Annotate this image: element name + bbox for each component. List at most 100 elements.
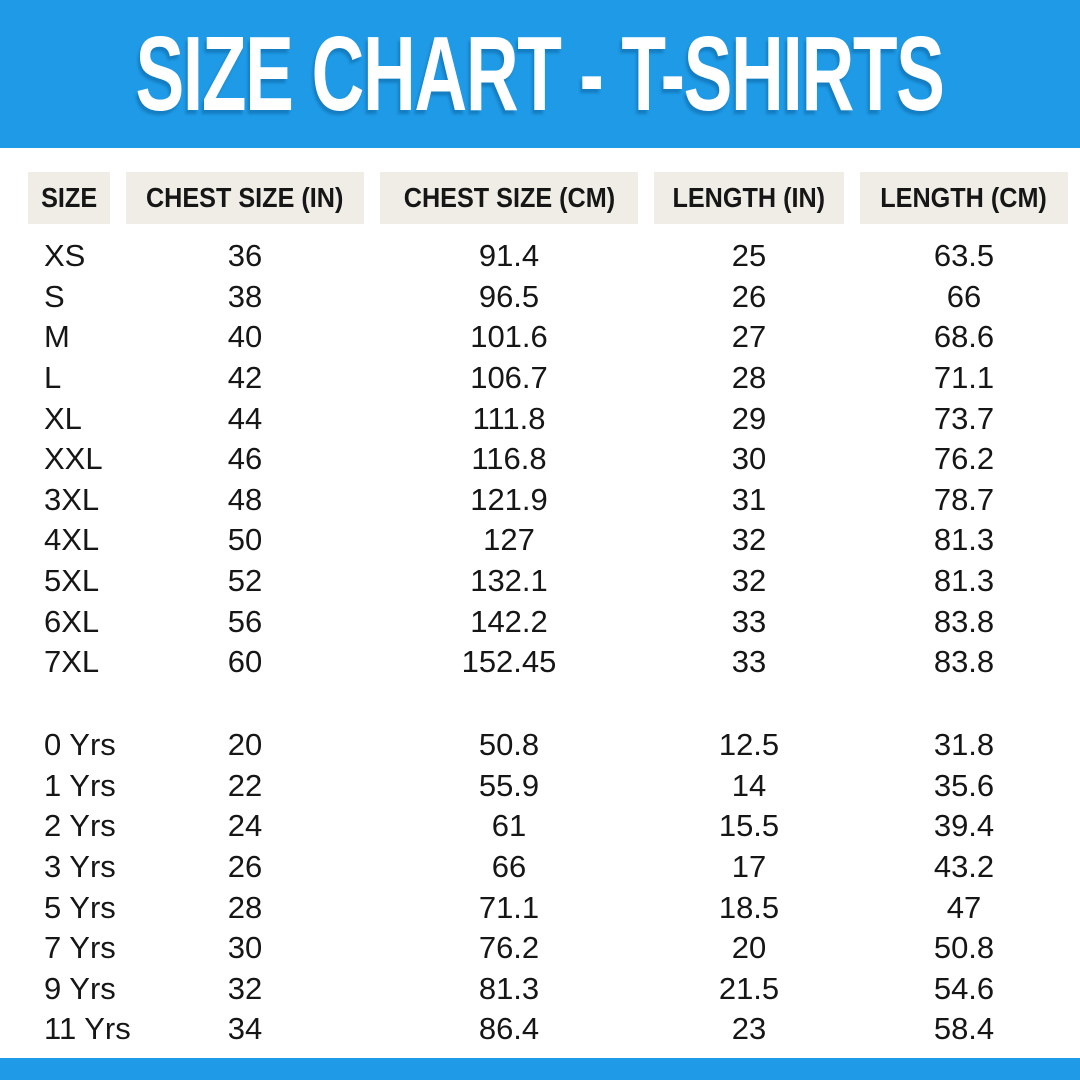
value-cell: 50.8: [933, 930, 995, 966]
value-cell: 55.9: [478, 767, 540, 803]
table-row: 0 Yrs 20 50.8 12.5 31.8: [0, 725, 1080, 766]
table-row: 3 Yrs 26 66 17 43.2: [0, 847, 1080, 888]
value-cell: 71.1: [478, 889, 540, 925]
value-cell: 63.5: [933, 238, 995, 274]
value-cell: 36: [227, 238, 263, 274]
value-cell: 20: [731, 930, 767, 966]
value-cell: 66: [946, 278, 982, 314]
value-cell: 34: [227, 1011, 263, 1047]
value-cell: 52: [227, 563, 263, 599]
footer-bar: [0, 1058, 1080, 1080]
value-cell: 17: [731, 849, 767, 885]
title-banner: SIZE CHART - T-SHIRTS: [0, 0, 1080, 148]
size-cell: 6XL: [44, 603, 100, 639]
value-cell: 30: [227, 930, 263, 966]
value-cell: 32: [731, 522, 767, 558]
value-cell: 40: [227, 319, 263, 355]
value-cell: 116.8: [471, 441, 547, 477]
value-cell: 28: [731, 360, 767, 396]
value-cell: 71.1: [933, 360, 995, 396]
adult-sizes-section: XS 36 91.4 25 63.5 S 38 96.5 26 66 M 40 101.6 27 68.6 L…: [0, 236, 1080, 683]
value-cell: 50: [227, 522, 263, 558]
value-cell: 24: [227, 808, 263, 844]
table-row: 2 Yrs 24 61 15.5 39.4: [0, 806, 1080, 847]
value-cell: 32: [731, 563, 767, 599]
table-row: XXL 46 116.8 30 76.2: [0, 439, 1080, 480]
value-cell: 66: [491, 849, 527, 885]
value-cell: 83.8: [933, 644, 995, 680]
value-cell: 43.2: [933, 849, 995, 885]
value-cell: 27: [731, 319, 767, 355]
value-cell: 48: [227, 481, 263, 517]
value-cell: 25: [731, 238, 767, 274]
page-title: SIZE CHART - T-SHIRTS: [135, 14, 945, 133]
value-cell: 35.6: [933, 767, 995, 803]
table-row: S 38 96.5 26 66: [0, 277, 1080, 318]
column-header-size: SIZE: [28, 172, 110, 224]
value-cell: 121.9: [470, 481, 548, 517]
column-header-label: SIZE: [40, 182, 97, 213]
value-cell: 23: [731, 1011, 767, 1047]
value-cell: 50.8: [478, 727, 540, 763]
size-cell: S: [44, 278, 65, 314]
column-header-label: LENGTH (CM): [880, 182, 1048, 213]
value-cell: 83.8: [933, 603, 995, 639]
value-cell: 73.7: [933, 400, 995, 436]
value-cell: 26: [227, 849, 263, 885]
table-row: 9 Yrs 32 81.3 21.5 54.6: [0, 969, 1080, 1010]
value-cell: 22: [227, 767, 263, 803]
value-cell: 132.1: [470, 563, 548, 599]
size-cell: 1 Yrs: [44, 767, 116, 803]
value-cell: 29: [731, 400, 767, 436]
table-row: 11 Yrs 34 86.4 23 58.4: [0, 1009, 1080, 1050]
column-header-label: LENGTH (IN): [672, 182, 826, 213]
table-row: 1 Yrs 22 55.9 14 35.6: [0, 766, 1080, 807]
value-cell: 32: [227, 970, 263, 1006]
value-cell: 78.7: [933, 481, 995, 517]
value-cell: 46: [227, 441, 263, 477]
table-row: 7 Yrs 30 76.2 20 50.8: [0, 928, 1080, 969]
value-cell: 39.4: [933, 808, 995, 844]
table-header-row: SIZE CHEST SIZE (IN) CHEST SIZE (CM) LEN…: [0, 172, 1080, 224]
table-row: 7XL 60 152.45 33 83.8: [0, 642, 1080, 683]
value-cell: 12.5: [718, 727, 780, 763]
value-cell: 44: [227, 400, 263, 436]
value-cell: 31: [731, 481, 767, 517]
table-row: 4XL 50 127 32 81.3: [0, 520, 1080, 561]
size-cell: 5 Yrs: [44, 889, 116, 925]
size-cell: XL: [44, 400, 82, 436]
value-cell: 81.3: [933, 522, 995, 558]
table-row: M 40 101.6 27 68.6: [0, 317, 1080, 358]
size-cell: 4XL: [44, 522, 100, 558]
value-cell: 142.2: [470, 603, 548, 639]
table-row: XS 36 91.4 25 63.5: [0, 236, 1080, 277]
value-cell: 106.7: [470, 360, 548, 396]
size-cell: 11 Yrs: [44, 1011, 131, 1047]
size-cell: M: [44, 319, 70, 355]
value-cell: 101.6: [470, 319, 548, 355]
size-cell: 7 Yrs: [44, 930, 116, 966]
size-cell: L: [44, 360, 62, 396]
table-row: 5XL 52 132.1 32 81.3: [0, 561, 1080, 602]
table-row: 3XL 48 121.9 31 78.7: [0, 480, 1080, 521]
column-header-chest-cm: CHEST SIZE (CM): [380, 172, 638, 224]
size-cell: XS: [44, 238, 86, 274]
value-cell: 30: [731, 441, 767, 477]
value-cell: 56: [227, 603, 263, 639]
value-cell: 28: [227, 889, 263, 925]
size-cell: 3XL: [44, 481, 100, 517]
table-row: 6XL 56 142.2 33 83.8: [0, 601, 1080, 642]
value-cell: 68.6: [933, 319, 995, 355]
value-cell: 111.8: [472, 400, 546, 436]
value-cell: 86.4: [478, 1011, 540, 1047]
value-cell: 21.5: [718, 970, 780, 1006]
value-cell: 47: [946, 889, 982, 925]
table-row: 5 Yrs 28 71.1 18.5 47: [0, 887, 1080, 928]
value-cell: 54.6: [933, 970, 995, 1006]
value-cell: 26: [731, 278, 767, 314]
size-cell: 9 Yrs: [44, 970, 116, 1006]
value-cell: 20: [227, 727, 263, 763]
value-cell: 15.5: [718, 808, 780, 844]
kids-sizes-section: 0 Yrs 20 50.8 12.5 31.8 1 Yrs 22 55.9 14 35.6 2 Yr…: [0, 725, 1080, 1050]
